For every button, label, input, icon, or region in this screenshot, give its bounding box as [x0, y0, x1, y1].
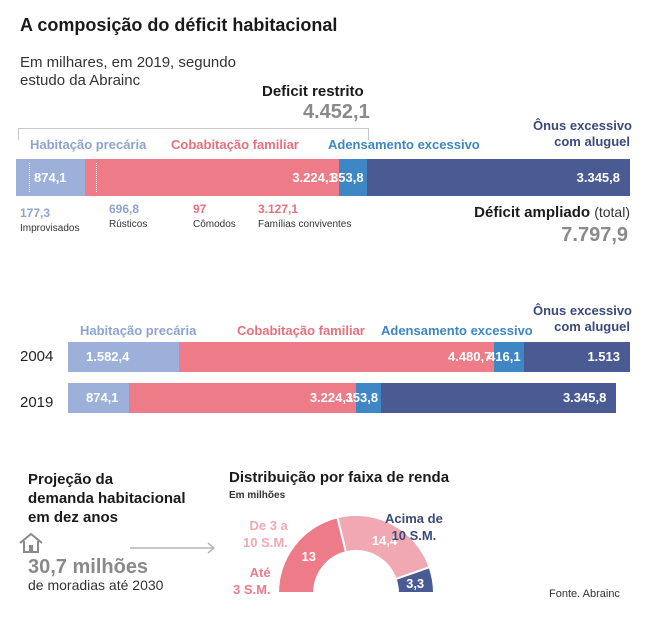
- sub-familias-label: Famílias conviventes: [258, 219, 352, 230]
- label-onus-line2: com aluguel: [554, 134, 630, 149]
- projection-title-line3: em dez anos: [28, 509, 119, 526]
- segment-2019-coabitacao: [129, 383, 357, 413]
- deficit-restrito-bracket: [18, 128, 369, 140]
- sub-rusticos-label: Rústicos: [109, 219, 148, 230]
- segment-2004-coabitacao: [179, 342, 495, 372]
- donut-label-low-line2: 3 S.M.: [233, 582, 271, 597]
- projection-title-line1: Projeção da: [28, 471, 114, 488]
- donut-value-3-10sm: 14,4: [372, 533, 398, 548]
- deficit-restrito-value: 4.452,1: [303, 101, 370, 123]
- label-cobabitacao-familiar: Cobabitação familiar: [171, 137, 299, 152]
- projection-value: 30,7 milhões: [28, 556, 149, 578]
- donut-label-high-line1: Acima de: [385, 511, 443, 526]
- donut-title: Distribuição por faixa de renda: [229, 469, 450, 486]
- segment-2004-onus: [523, 342, 630, 372]
- value-adensamento-excessivo: 353,8: [331, 169, 364, 185]
- value-2019-coabitacao: 3.224,1: [309, 390, 354, 405]
- value-2004-onus: 1.513: [587, 349, 620, 364]
- label2-onus-line1: Ônus excessivo: [533, 303, 632, 318]
- deficit-restrito-label: Deficit restrito: [262, 83, 364, 100]
- segment-2004-adensamento: [494, 342, 524, 372]
- value-habitacao-precaria: 874,1: [34, 169, 67, 185]
- projection-title: Projeção da demanda habitacional em dez …: [28, 470, 186, 527]
- segment-cobabitacao-familiar: [84, 159, 339, 196]
- value-2019-adensamento: 353,8: [345, 390, 379, 405]
- sub-improvisados-value: 177,3: [20, 206, 51, 220]
- sub-comodos-label: Cômodos: [193, 219, 236, 230]
- arrow-icon: [130, 542, 216, 554]
- value-onus-excessivo: 3.345,8: [576, 169, 620, 185]
- donut-value-acima-10sm: 3,3: [406, 576, 424, 591]
- label-adensamento-excessivo: Adensamento excessivo: [328, 137, 480, 152]
- label2-cobabitacao-familiar: Cobabitação familiar: [237, 323, 365, 338]
- donut-label-low: Até 3 S.M.: [233, 564, 271, 598]
- donut-label-high: Acima de 10 S.M.: [385, 510, 443, 544]
- composition-bar: 874,1 3.224,1 353,8 3.345,8: [16, 159, 630, 196]
- year-2019: 2019: [20, 394, 54, 411]
- deficit-ampliado-label: Déficit ampliado (total): [474, 204, 630, 221]
- bar-2019: 874,1 3.224,1 353,8 3.345,8: [68, 383, 617, 413]
- projection-caption: de moradias até 2030: [28, 577, 164, 593]
- value-2019-onus: 3.345,8: [562, 390, 607, 405]
- deficit-ampliado-title: Déficit ampliado: [474, 204, 591, 221]
- projection-title-line2: demanda habitacional: [28, 490, 186, 507]
- value-2004-adensamento: 416,1: [488, 349, 521, 364]
- donut-label-mid-line2: 10 S.M.: [243, 535, 288, 550]
- sub-comodos-value: 97: [193, 202, 207, 216]
- divider-improvisados: [29, 163, 30, 192]
- label-onus-line1: Ônus excessivo: [533, 118, 632, 133]
- label2-onus-line2: com aluguel: [554, 319, 630, 334]
- donut-slice-acima-10sm: [394, 565, 436, 594]
- deficit-ampliado-note: (total): [594, 204, 630, 220]
- label2-habitacao-precaria: Habitação precária: [80, 323, 197, 338]
- sub-improvisados: 177,3 Improvisados: [20, 206, 79, 234]
- segment-adensamento-excessivo: [338, 159, 367, 196]
- sub-familias-value: 3.127,1: [258, 202, 299, 216]
- sub-comodos: 97 Cômodos: [193, 202, 236, 230]
- donut-label-high-line2: 10 S.M.: [391, 528, 437, 543]
- label-habitacao-precaria: Habitação precária: [30, 137, 147, 152]
- segment-onus-excessivo: [366, 159, 630, 196]
- sub-familias-conviventes: 3.127,1 Famílias conviventes: [258, 202, 351, 230]
- label-onus-excessivo: Ônus excessivo com aluguel: [533, 118, 632, 150]
- page-title: A composição do déficit habitacional: [20, 15, 338, 35]
- donut-label-low-line1: Até: [249, 565, 271, 580]
- donut-subtitle: Em milhões: [229, 490, 286, 501]
- sub-rusticos-value: 696,8: [109, 202, 140, 216]
- donut-label-mid: De 3 a 10 S.M.: [243, 517, 288, 551]
- donut-label-mid-line1: De 3 a: [249, 518, 288, 533]
- bar-2004: 1.582,4 4.480,7 416,1 1.513: [68, 342, 630, 372]
- value-2019-precaria: 874,1: [86, 390, 119, 405]
- label2-adensamento-excessivo: Adensamento excessivo: [381, 323, 533, 338]
- value-2004-coabitacao: 4.480,7: [447, 349, 492, 364]
- page-subtitle: Em milhares, em 2019, segundo estudo da …: [20, 54, 236, 89]
- segment-2019-onus: [381, 383, 617, 413]
- house-icon: [19, 532, 43, 553]
- deficit-ampliado-value: 7.797,9: [561, 224, 628, 246]
- sub-rusticos: 696,8 Rústicos: [109, 202, 147, 230]
- value-cobabitacao-familiar: 3.224,1: [292, 169, 336, 185]
- segment-2019-precaria: [68, 383, 130, 413]
- value-2004-precaria: 1.582,4: [86, 349, 130, 364]
- sub-improvisados-label: Improvisados: [20, 223, 80, 234]
- source-note: Fonte. Abrainc: [549, 588, 620, 600]
- label2-onus-excessivo: Ônus excessivo com aluguel: [533, 303, 632, 335]
- segment-2019-adensamento: [356, 383, 382, 413]
- year-2004: 2004: [20, 348, 54, 365]
- segment-2004-precaria: [68, 342, 180, 372]
- divider-precaria: [96, 163, 97, 192]
- donut-value-ate-3sm: 13: [302, 549, 316, 564]
- segment-habitacao-precaria: [16, 159, 85, 196]
